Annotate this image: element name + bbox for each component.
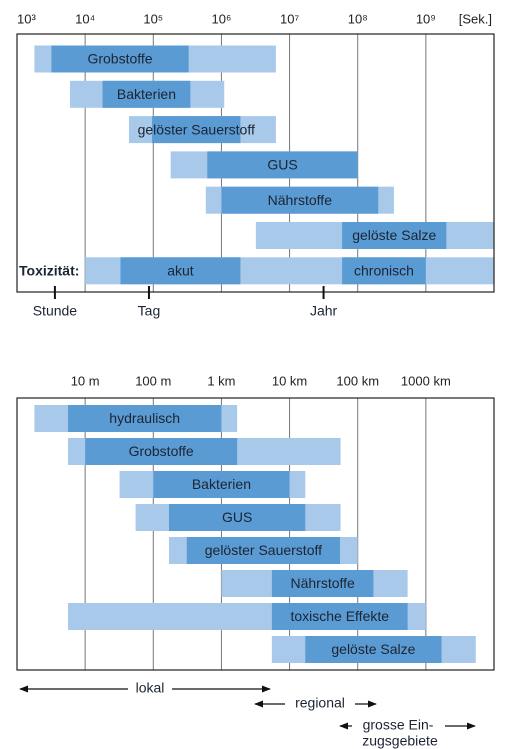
- x-tick-label: 1000 km: [401, 373, 451, 388]
- x-tick-label: 10⁴: [75, 11, 95, 26]
- bar-label: gelöste Salze: [331, 641, 415, 657]
- bar-label: GUS: [267, 157, 297, 173]
- bar-label: chronisch: [354, 263, 414, 279]
- range-bar-inner: [271, 570, 374, 597]
- annotation: lokal: [136, 680, 165, 696]
- range-bar-inner: [67, 405, 222, 432]
- x-tick-label: 100 m: [135, 373, 171, 388]
- range-bar-inner: [186, 537, 341, 564]
- range-bar-inner: [221, 186, 379, 214]
- range-bar-inner: [305, 636, 442, 663]
- bar-label: Nährstoffe: [268, 192, 333, 208]
- time-marker-label: Tag: [138, 303, 161, 319]
- bar-label: Grobstoffe: [87, 51, 152, 67]
- bar-label: gelöster Sauerstoff: [138, 121, 255, 137]
- time-marker-label: Jahr: [310, 303, 338, 319]
- x-tick-label: 10³: [17, 11, 36, 26]
- bar-label: Bakterien: [117, 86, 176, 102]
- bar-label: Grobstoffe: [129, 443, 194, 459]
- range-bar-inner: [152, 116, 241, 144]
- x-tick-label: 10 m: [71, 373, 100, 388]
- range-bar-inner: [120, 257, 241, 285]
- range-bar-inner: [85, 438, 238, 465]
- annotation: regional: [295, 695, 345, 711]
- range-bar-inner: [168, 504, 306, 531]
- bar-label: gelöster Sauerstoff: [205, 542, 322, 558]
- annotation: grosse Ein-: [363, 717, 434, 733]
- range-bar-inner: [271, 603, 408, 630]
- annotation: zugsgebiete: [362, 733, 438, 749]
- x-tick-label: 10⁷: [280, 11, 299, 26]
- range-bar-inner: [342, 222, 447, 249]
- bar-label: hydraulisch: [109, 410, 180, 426]
- bar-label: Nährstoffe: [290, 575, 355, 591]
- range-bar-inner: [342, 257, 426, 285]
- range-bar-inner: [207, 151, 358, 179]
- bar-label: GUS: [222, 509, 252, 525]
- x-tick-label: 10⁶: [212, 11, 232, 26]
- bar-label: toxische Effekte: [290, 608, 389, 624]
- row-label: Toxizität:: [19, 263, 79, 279]
- range-bar-inner: [51, 45, 189, 73]
- bar-label: gelöste Salze: [352, 227, 436, 243]
- time-marker-label: Stunde: [33, 303, 78, 319]
- range-bar-inner: [102, 80, 191, 108]
- x-tick-label: 10⁹: [416, 11, 436, 26]
- x-tick-label: 10⁸: [348, 11, 368, 26]
- plot-frame: [16, 33, 495, 293]
- plot-frame: [16, 397, 495, 671]
- bar-label: Bakterien: [192, 476, 251, 492]
- x-unit: [Sek.]: [459, 11, 492, 26]
- x-tick-label: 10 km: [272, 373, 307, 388]
- bar-label: akut: [167, 263, 194, 279]
- x-tick-label: 10⁵: [143, 11, 163, 26]
- x-tick-label: 100 km: [336, 373, 379, 388]
- x-tick-label: 1 km: [207, 373, 235, 388]
- range-bar-inner: [153, 471, 290, 498]
